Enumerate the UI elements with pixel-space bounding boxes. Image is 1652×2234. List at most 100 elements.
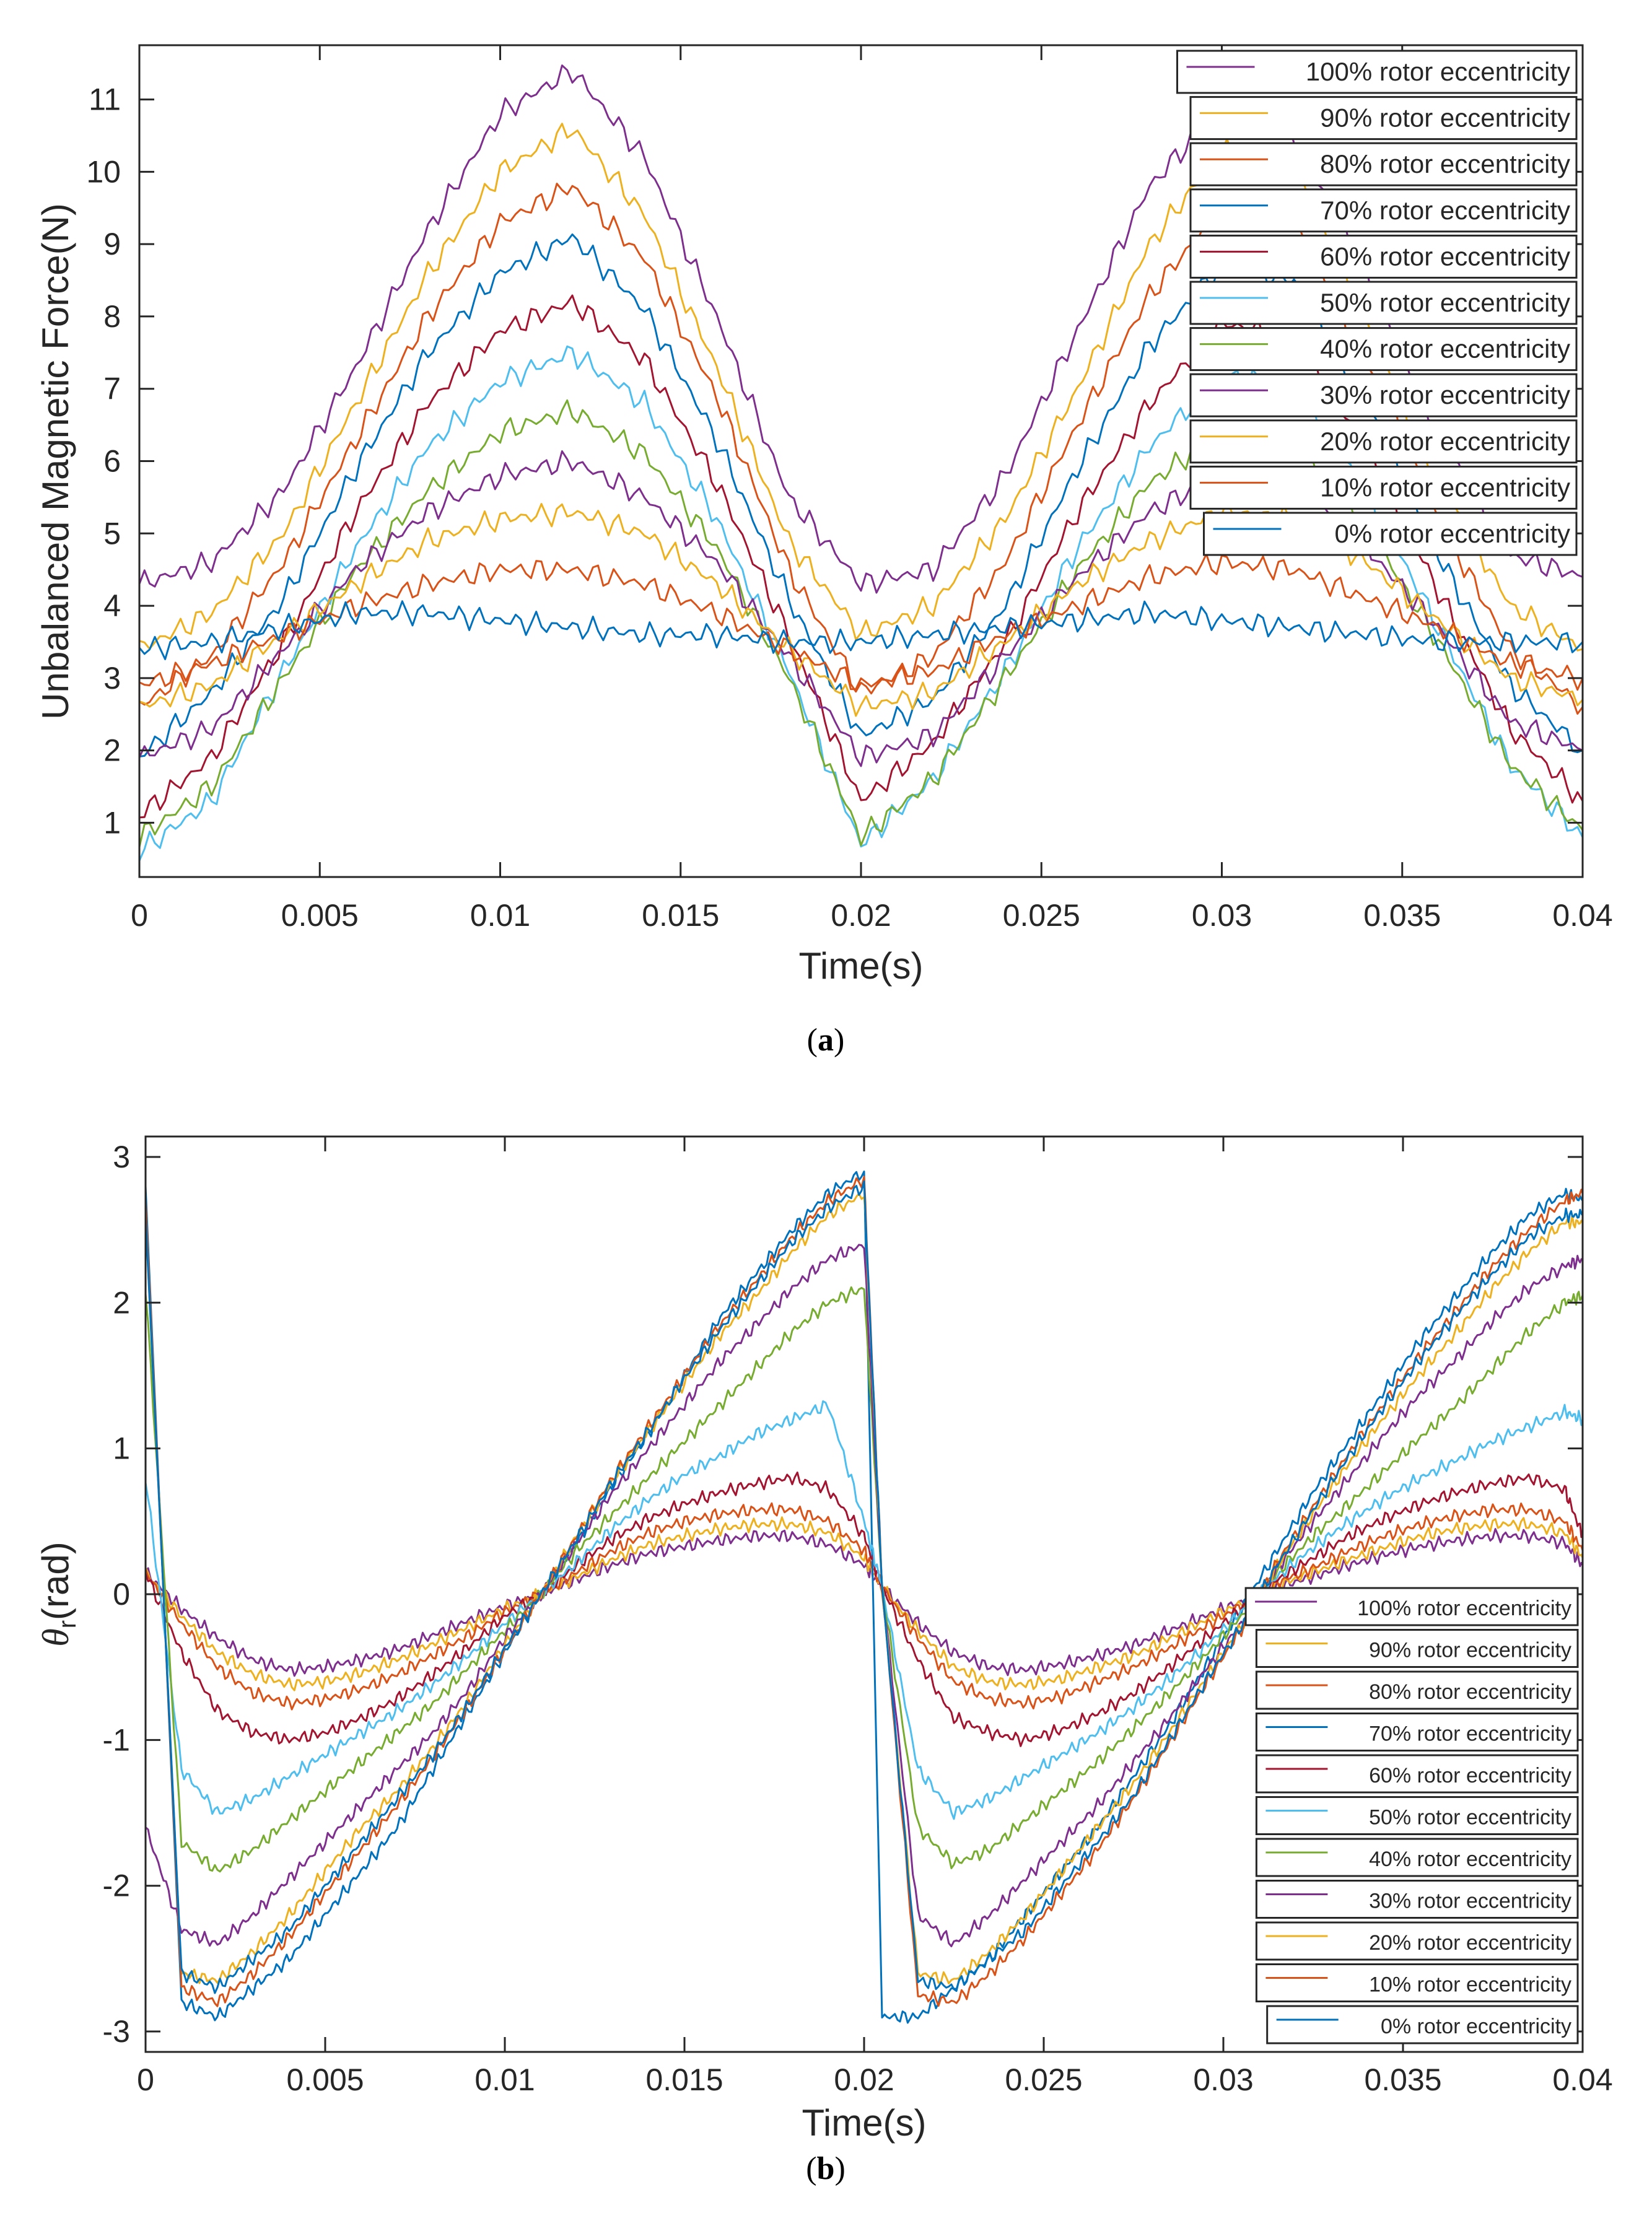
chart-b-legend-entry: 70% rotor eccentricity	[1255, 1713, 1579, 1752]
chart-b-y-axis-label: θr(rad)	[35, 1542, 81, 1647]
chart-a-legend-entry: 80% rotor eccentricity	[1189, 142, 1578, 186]
chart-b-legend-entry: 60% rotor eccentricity	[1255, 1754, 1579, 1794]
chart-a-y-tick-label: 11	[89, 82, 121, 117]
chart-b-legend-label: 40% rotor eccentricity	[1369, 1848, 1571, 1871]
chart-b-legend-entry: 90% rotor eccentricity	[1255, 1629, 1579, 1668]
chart-b-y-tick-label: -1	[103, 1722, 130, 1757]
chart-b-y-tick-label: 1	[113, 1431, 130, 1466]
chart-b-legend-label: 30% rotor eccentricity	[1369, 1890, 1571, 1913]
chart-b: 0 0.005 0.01 0.015 0.02 0.025 0.03 0.035 0.04 -3 -…	[35, 1135, 1613, 2144]
chart-b-legend-box	[1255, 1754, 1579, 1794]
chart-a-legend-label: 40% rotor eccentricity	[1320, 334, 1570, 364]
chart-b-legend-box	[1255, 1796, 1579, 1835]
chart-b-x-tick-label: 0.03	[1193, 2062, 1253, 2097]
chart-b-series-line-7	[144, 1286, 1584, 1873]
chart-b-y-axis-unit: (rad)	[35, 1542, 76, 1620]
chart-a-y-tick-label: 6	[103, 444, 121, 479]
chart-b-y-tick-label: -3	[103, 2014, 130, 2049]
chart-a-legend-entry: 60% rotor eccentricity	[1189, 234, 1578, 279]
chart-a-legend-box	[1189, 373, 1578, 417]
chart-a-x-tick-label: 0.01	[470, 898, 530, 933]
chart-b-ticks: 0 0.005 0.01 0.015 0.02 0.025 0.03 0.035 0.04 -3 -…	[103, 1137, 1613, 2097]
chart-b-legend-box	[1255, 1713, 1579, 1752]
chart-a-y-tick-label: 4	[103, 588, 121, 623]
chart-b-x-tick-label: 0.005	[286, 2062, 364, 2097]
chart-a-legend-entry: 20% rotor eccentricity	[1189, 419, 1578, 464]
chart-a-x-tick-label: 0.005	[281, 898, 359, 933]
chart-a-legend-box	[1189, 419, 1578, 464]
chart-b-y-tick-label: 3	[113, 1140, 130, 1174]
chart-a-y-tick-label: 2	[103, 733, 121, 768]
chart-b-legend-box	[1255, 1963, 1579, 2002]
chart-a-y-tick-label: 3	[103, 661, 121, 696]
caption-a: (a)	[806, 1023, 845, 1058]
caption-b: (b)	[806, 2151, 846, 2186]
chart-b-legend-box	[1255, 1629, 1579, 1668]
chart-a-legend-label: 10% rotor eccentricity	[1320, 473, 1570, 502]
chart-b-legend-box	[1255, 1921, 1579, 1961]
chart-a-x-tick-label: 0	[131, 898, 148, 933]
chart-a-legend-box	[1189, 142, 1578, 186]
chart-a-y-tick-label: 1	[103, 805, 121, 840]
chart-b-legend-box	[1266, 2005, 1579, 2044]
chart-a-legend-label: 70% rotor eccentricity	[1320, 196, 1570, 225]
chart-b-legend-entry: 80% rotor eccentricity	[1255, 1670, 1579, 1710]
chart-b-x-tick-label: 0.02	[834, 2062, 894, 2097]
chart-b-x-tick-label: 0.01	[474, 2062, 535, 2097]
chart-a-legend-label: 90% rotor eccentricity	[1320, 103, 1570, 133]
chart-a-x-tick-label: 0.03	[1192, 898, 1252, 933]
caption-b-letter: b	[816, 2151, 835, 2186]
chart-b-legend-label: 60% rotor eccentricity	[1369, 1764, 1571, 1787]
chart-a-x-tick-label: 0.015	[642, 898, 719, 933]
chart-a-legend-box	[1189, 327, 1578, 372]
chart-a-legend-box	[1203, 512, 1578, 556]
chart-a-legend-label: 30% rotor eccentricity	[1320, 380, 1570, 409]
chart-b-x-tick-label: 0.04	[1552, 2062, 1612, 2097]
chart-a-legend-entry: 70% rotor eccentricity	[1189, 188, 1578, 233]
chart-b-series-line-8	[145, 1244, 1583, 1947]
chart-a-series-line-11	[138, 600, 1584, 660]
chart-a-y-tick-label: 5	[103, 516, 121, 551]
chart-b-series-line-6	[144, 1400, 1584, 1820]
chart-b-legend-entry: 40% rotor eccentricity	[1255, 1838, 1579, 1877]
chart-a-x-axis-label: Time(s)	[798, 945, 923, 987]
chart-a-x-tick-label: 0.04	[1552, 898, 1612, 933]
chart-b-series-line-4	[144, 1171, 1584, 2024]
chart-a-legend-box	[1189, 96, 1578, 141]
chart-a-legend-label: 100% rotor eccentricity	[1306, 57, 1570, 86]
chart-a-ticks: 0 0.005 0.01 0.015 0.02 0.025 0.03 0.035 0.04 1 2 3…	[86, 45, 1613, 933]
chart-b-legend: 100% rotor eccentricity 90% rotor eccentr…	[1244, 1587, 1579, 2044]
chart-b-legend-entry: 10% rotor eccentricity	[1255, 1963, 1579, 2002]
chart-a-x-tick-label: 0.035	[1363, 898, 1441, 933]
chart-b-x-axis-label: Time(s)	[802, 2102, 926, 2144]
chart-b-legend-label: 10% rotor eccentricity	[1369, 1973, 1571, 1997]
chart-a: 0 0.005 0.01 0.015 0.02 0.025 0.03 0.035 0.04 1 2 3…	[35, 44, 1613, 987]
chart-b-legend-entry: 0% rotor eccentricity	[1266, 2005, 1579, 2044]
chart-a-y-tick-label: 7	[103, 372, 121, 406]
chart-a-legend: 100% rotor eccentricity 90% rotor eccentr…	[1176, 50, 1578, 556]
chart-a-legend-box	[1189, 465, 1578, 510]
caption-a-letter: a	[818, 1023, 834, 1058]
chart-b-legend-label: 0% rotor eccentricity	[1381, 2015, 1571, 2038]
chart-b-legend-label: 100% rotor eccentricity	[1357, 1597, 1571, 1620]
chart-b-legend-box	[1255, 1670, 1579, 1710]
chart-b-legend-entry: 100% rotor eccentricity	[1244, 1587, 1579, 1626]
chart-a-legend-label: 60% rotor eccentricity	[1320, 242, 1570, 271]
chart-a-legend-entry: 90% rotor eccentricity	[1189, 96, 1578, 141]
chart-a-legend-entry: 100% rotor eccentricity	[1176, 50, 1578, 94]
chart-a-legend-entry: 50% rotor eccentricity	[1189, 281, 1578, 325]
chart-a-series-line-10	[139, 553, 1584, 691]
chart-b-y-axis-symbol: θ	[35, 1628, 76, 1646]
chart-b-legend-box	[1255, 1838, 1579, 1877]
chart-b-series-layer	[144, 1171, 1584, 2024]
chart-b-legend-entry: 30% rotor eccentricity	[1255, 1880, 1579, 1919]
chart-a-y-tick-label: 9	[103, 227, 121, 261]
chart-a-legend-box	[1176, 50, 1578, 94]
chart-b-y-tick-label: 2	[113, 1285, 130, 1320]
chart-b-legend-label: 90% rotor eccentricity	[1369, 1639, 1571, 1662]
chart-a-legend-label: 20% rotor eccentricity	[1320, 427, 1570, 456]
chart-a-x-tick-label: 0.025	[1003, 898, 1080, 933]
chart-b-y-tick-label: -2	[103, 1869, 130, 1903]
chart-a-legend-box	[1189, 188, 1578, 233]
